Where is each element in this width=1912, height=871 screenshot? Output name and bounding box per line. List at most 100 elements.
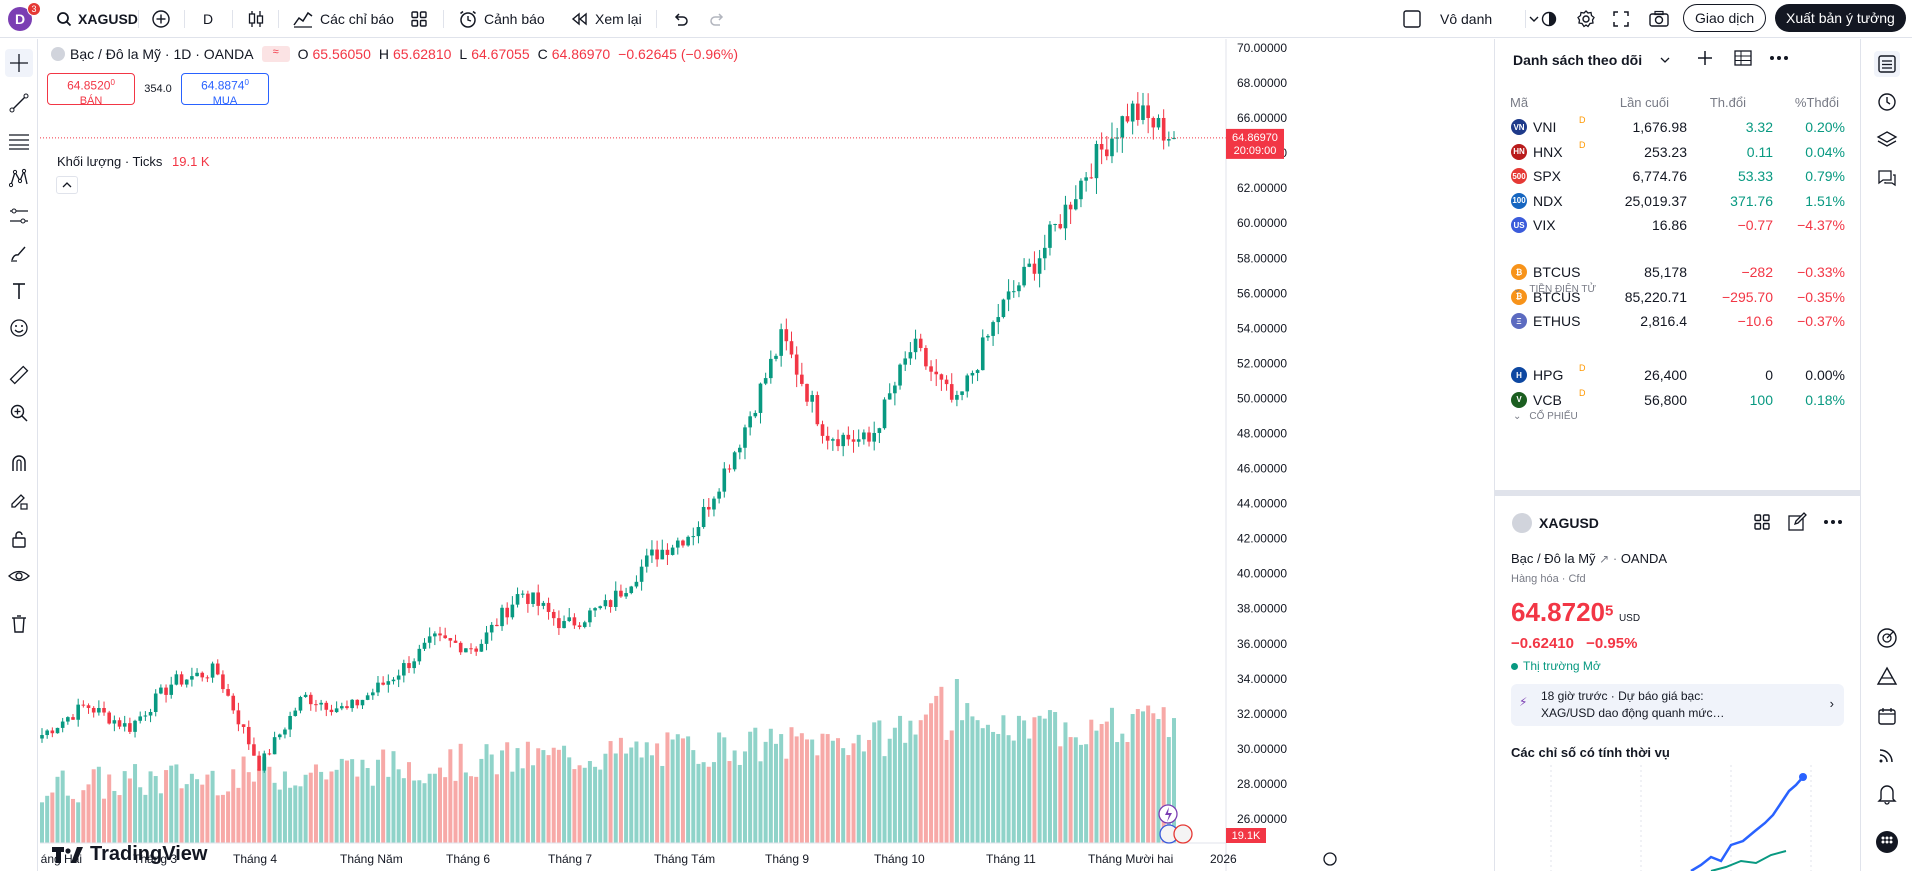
pattern-tool[interactable] [5, 164, 33, 192]
indicators-button[interactable]: Các chỉ báo [292, 7, 394, 31]
layout-menu-button[interactable]: Vô danh [1402, 7, 1540, 31]
panel-divider[interactable] [1495, 490, 1861, 496]
watchlist-row[interactable]: VN VNI D 1,676.98 3.32 0.20% [1495, 112, 1861, 142]
measure-tool[interactable] [5, 361, 33, 389]
details-symbol[interactable]: XAGUSD [1539, 515, 1599, 531]
crosshair-tool[interactable] [5, 49, 33, 77]
silver-coin-icon [51, 47, 65, 61]
news-card[interactable]: ⚡ 18 giờ trước · Dự báo giá bạc: XAG/USD… [1511, 684, 1844, 726]
watchlist-title[interactable]: Danh sách theo dõi [1513, 52, 1643, 68]
watchlist-row[interactable]: 100 NDX 25,019.37 371.76 1.51% [1495, 186, 1861, 216]
interval-button[interactable]: D [203, 7, 213, 31]
watchlist-row[interactable]: HN HNX D 253.23 0.11 0.04% [1495, 137, 1861, 167]
col-change[interactable]: Th.đổi [1709, 95, 1746, 110]
magnet-tool[interactable] [5, 449, 33, 477]
brush-tool[interactable] [5, 239, 33, 267]
volume-bar [675, 734, 680, 843]
volume-bar [370, 785, 375, 843]
trade-button[interactable]: Giao dịch [1683, 4, 1767, 32]
hotlists-button[interactable] [1874, 664, 1900, 690]
legend-title[interactable]: Bạc / Đô la Mỹ · 1D · OANDA [70, 46, 254, 62]
zoom-tool[interactable] [5, 399, 33, 427]
chats-button[interactable] [1874, 165, 1900, 191]
volume-legend[interactable]: Khối lượng · Ticks 19.1 K [57, 154, 210, 169]
alerts-widget-button[interactable] [1874, 89, 1900, 115]
undo-button[interactable] [671, 7, 689, 31]
col-last[interactable]: Lần cuối [1619, 95, 1669, 110]
watchlist-row[interactable]: 500 SPX 6,774.76 53.33 0.79% [1495, 161, 1861, 191]
emoji-tool[interactable] [5, 314, 33, 342]
seasonal-title[interactable]: Các chỉ số có tính thời vụ [1511, 745, 1670, 760]
trend-line-tool[interactable] [5, 89, 33, 117]
more-apps-button[interactable] [1874, 829, 1900, 855]
add-symbol-icon[interactable] [1695, 48, 1715, 68]
watchlist-row[interactable]: ₿ BTCUS 85,220.71 −295.70 −0.35% [1495, 282, 1861, 312]
redo-button[interactable] [709, 7, 727, 31]
watchlist-row[interactable]: V VCB D 56,800 100 0.18% [1495, 385, 1861, 415]
watchlist-row[interactable]: ₿ BTCUS 85,178 −282 −0.33% [1495, 257, 1861, 287]
notifications-button[interactable] [1874, 781, 1900, 807]
settings-button[interactable] [1576, 7, 1596, 31]
sell-button[interactable]: 64.85200 BÁN [47, 73, 135, 107]
details-exchange[interactable]: OANDA [1620, 551, 1668, 566]
buy-button[interactable]: 64.88740 MUA [181, 73, 269, 107]
collapse-legend-button[interactable] [56, 176, 78, 194]
calendar-button[interactable] [1874, 703, 1900, 729]
market-status[interactable]: Thị trường Mở [1511, 659, 1601, 673]
candle-body [815, 395, 820, 425]
edit-icon[interactable] [1787, 512, 1807, 532]
snapshot-button[interactable] [1648, 7, 1670, 31]
forecast-tool[interactable] [5, 202, 33, 230]
candle-body [293, 710, 298, 716]
alert-button[interactable]: Cảnh báo [458, 7, 545, 31]
candle-body [1022, 266, 1026, 286]
us-flag-icon-2[interactable] [1173, 824, 1193, 844]
fullscreen-button[interactable] [1612, 7, 1630, 31]
chart-pane[interactable]: 70.0000068.0000066.0000064.0000062.00000… [40, 39, 1494, 871]
seasonal-chart[interactable] [1511, 765, 1844, 871]
apps-icon [1876, 831, 1898, 853]
section-crypto[interactable]: ⌄ TIỀN ĐIỆN TỬ [1513, 284, 1596, 295]
symbol-search-button[interactable]: XAGUSD [56, 7, 138, 31]
watchlist-row[interactable]: US VIX 16.86 −0.77 −4.37% [1495, 210, 1861, 240]
watchlist-row[interactable]: H HPG D 26,400 0 0.00% [1495, 360, 1861, 390]
text-tool[interactable] [5, 277, 33, 305]
volume-bar [71, 798, 76, 843]
legend-low: 64.67055 [471, 46, 530, 62]
section-stocks[interactable]: ⌄ CỔ PHIẾU [1513, 411, 1578, 422]
object-tree-button[interactable] [1874, 127, 1900, 153]
col-change-pct[interactable]: %Thđổi [1794, 95, 1839, 110]
ideas-button[interactable] [1874, 625, 1900, 651]
volume-bar [644, 742, 649, 843]
compare-button[interactable] [151, 7, 171, 31]
grid-icon[interactable] [1753, 513, 1771, 531]
visibility-tool[interactable] [5, 562, 33, 590]
remove-drawings-tool[interactable] [5, 610, 33, 638]
price-axis[interactable]: 70.0000068.0000066.0000064.0000062.00000… [1237, 41, 1287, 826]
chart-type-button[interactable] [246, 7, 266, 31]
col-symbol[interactable]: Mã [1510, 95, 1529, 110]
more-icon[interactable] [1823, 519, 1843, 525]
replay-button[interactable]: Xem lại [571, 7, 642, 31]
price-chart[interactable]: 70.0000068.0000066.0000064.0000062.00000… [40, 39, 1494, 871]
external-link-icon[interactable]: ↗ [1599, 552, 1610, 566]
volume-bar [1068, 737, 1073, 843]
watchlist-row[interactable]: Ξ ETHUS 2,816.4 −10.6 −0.37% [1495, 306, 1861, 336]
details-name[interactable]: Bạc / Đô la Mỹ [1511, 551, 1596, 566]
event-icons[interactable] [1158, 804, 1193, 844]
more-icon[interactable] [1769, 55, 1789, 61]
chart-settings-button[interactable] [1323, 852, 1337, 866]
watchlist-widget-button[interactable] [1874, 51, 1900, 77]
templates-button[interactable] [410, 7, 428, 31]
lock-tool[interactable] [5, 525, 33, 553]
publish-idea-button[interactable]: Xuất bản ý tưởng [1775, 4, 1906, 32]
tradingview-logo[interactable]: TradingView [52, 843, 207, 866]
news-feed-button[interactable] [1874, 742, 1900, 768]
section-crypto-label: TIỀN ĐIỆN TỬ [1529, 284, 1597, 295]
stay-drawing-tool[interactable] [5, 487, 33, 515]
quick-search-button[interactable] [1539, 7, 1559, 31]
fib-tool[interactable] [5, 127, 33, 155]
candle-body [184, 679, 189, 685]
table-view-icon[interactable] [1733, 48, 1753, 68]
